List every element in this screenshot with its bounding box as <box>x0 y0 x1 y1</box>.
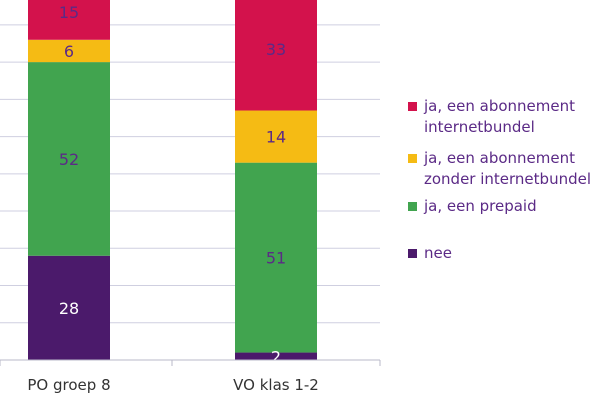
bar-segments <box>28 0 317 360</box>
data-label: 28 <box>59 299 79 318</box>
legend-item: ja, een prepaid <box>398 196 600 217</box>
legend-swatch <box>408 202 417 211</box>
bar-segment <box>235 110 317 163</box>
category-label: VO klas 1-2 <box>233 376 319 394</box>
x-axis: PO groep 8 VO klas 1-2 <box>0 359 381 394</box>
category-label: PO groep 8 <box>27 376 110 394</box>
legend-label: nee <box>424 244 452 262</box>
legend-item: ja, een abonnement internetbundel <box>398 96 600 138</box>
data-label: 2 <box>271 347 281 366</box>
data-label: 52 <box>59 150 79 169</box>
bar-segment <box>28 62 110 256</box>
bar-segment <box>28 0 110 40</box>
legend: ja, een abonnement internetbundel ja, een… <box>398 96 600 264</box>
bar-segment <box>235 352 317 360</box>
legend-swatch <box>408 102 417 111</box>
legend-label: ja, een abonnement zonder internetbundel <box>424 149 591 188</box>
bar-segment <box>28 255 110 360</box>
bar-segment <box>28 39 110 63</box>
legend-item: ja, een abonnement zonder internetbundel <box>398 148 600 190</box>
legend-swatch <box>408 249 417 258</box>
legend-item: nee <box>398 243 600 264</box>
data-label: 33 <box>266 40 286 59</box>
legend-label: ja, een prepaid <box>424 197 537 215</box>
legend-label: ja, een abonnement internetbundel <box>424 97 575 136</box>
data-label: 14 <box>266 128 286 147</box>
data-label: 51 <box>266 249 286 268</box>
data-label: 15 <box>59 3 79 22</box>
data-labels: 28 52 6 15 2 51 14 33 <box>59 3 286 366</box>
bar-segment <box>235 162 317 353</box>
legend-swatch <box>408 154 417 163</box>
data-label: 6 <box>64 42 74 61</box>
bar-segment <box>235 0 317 111</box>
